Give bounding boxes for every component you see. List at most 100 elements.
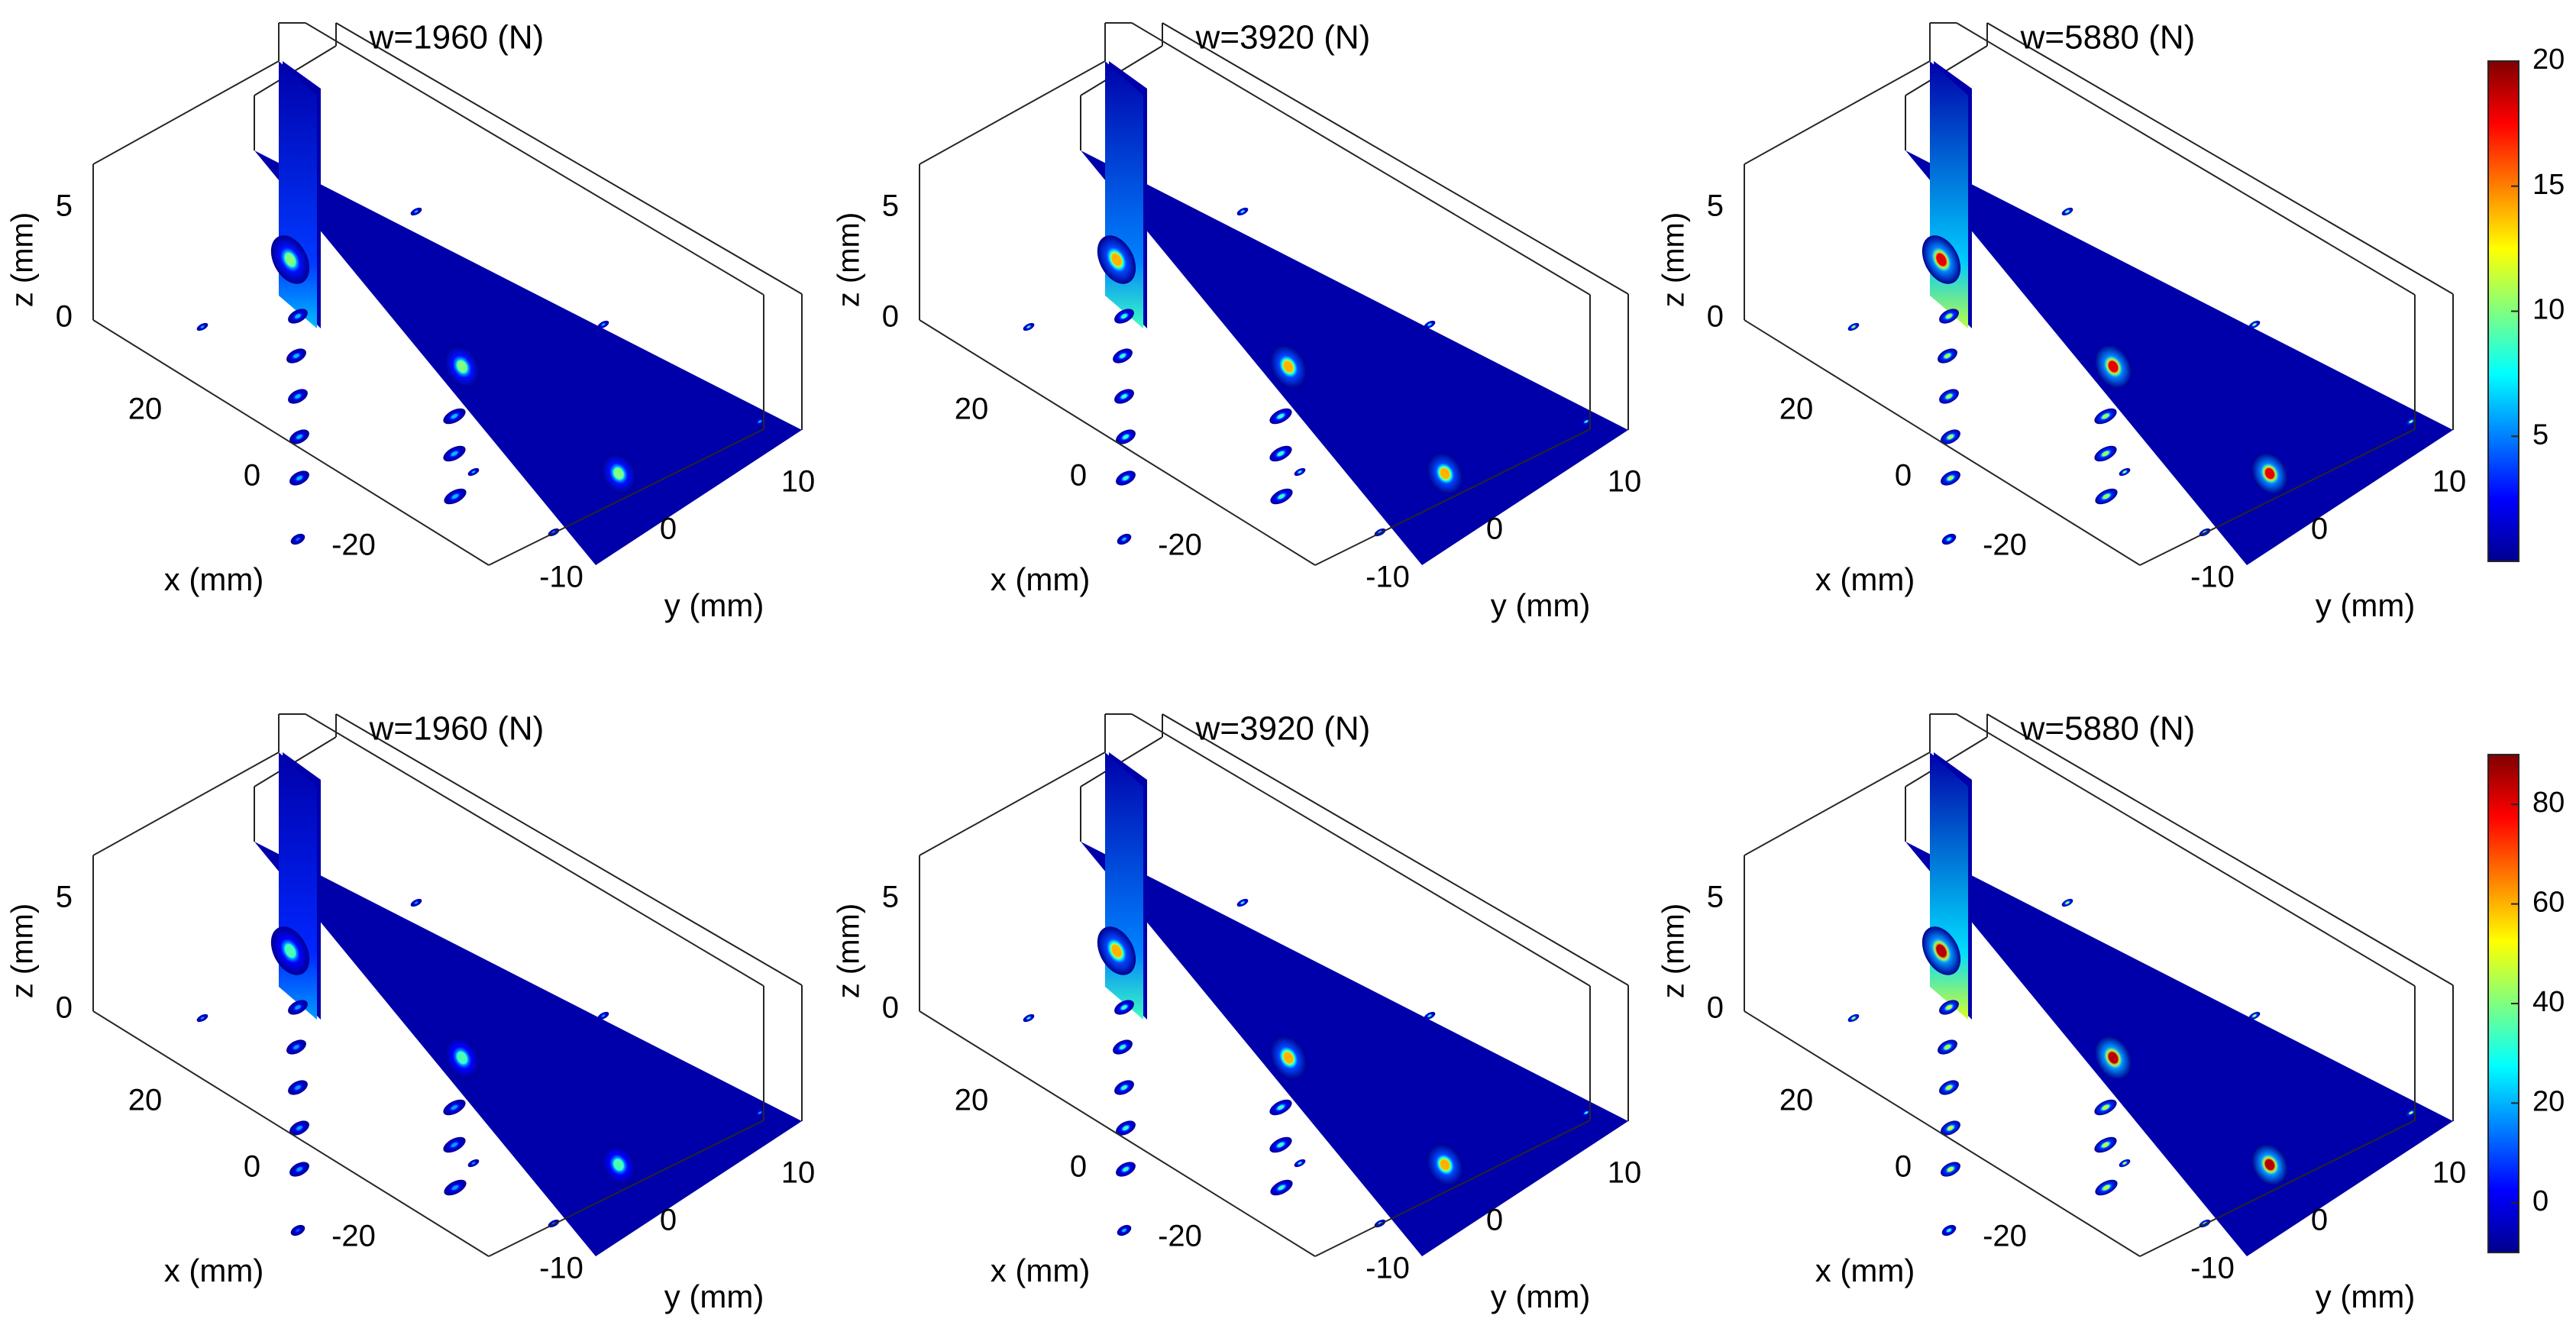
y-axis-label: y (mm) [2316, 587, 2416, 623]
z-tick: 5 [56, 189, 73, 223]
x-tick: 20 [955, 393, 989, 426]
x-axis-label: x (mm) [991, 1253, 1091, 1288]
y-tick: 0 [2311, 1204, 2328, 1237]
stress-spot [1939, 389, 1959, 404]
axis-box-edge [919, 752, 1106, 856]
stress-spot [1941, 1224, 1957, 1236]
edge-spot [2405, 1108, 2417, 1117]
axis-box-edge [1986, 22, 2454, 295]
stress-spot [1114, 1000, 1134, 1015]
colorbar-tick-label: 60 [2532, 887, 2565, 919]
panel-6: 5 0 z (mm) 20 0 -20 x (mm) -10 0 10 y (mm) w=5880 (… [1657, 710, 2467, 1314]
panel-title: w=5880 (N) [2020, 19, 2196, 57]
stress-peak [1270, 1036, 1307, 1080]
y-axis [488, 428, 764, 566]
z-axis-label: z (mm) [6, 212, 40, 307]
edge-spot [1847, 322, 1860, 331]
x-tick: 20 [955, 1084, 989, 1117]
axis-box-edge [1162, 22, 1629, 295]
y-axis-label: y (mm) [664, 1278, 764, 1314]
edge-spot [1424, 320, 1436, 329]
x-tick: 0 [244, 1150, 260, 1184]
axis-box-edge [92, 60, 280, 165]
edge-spot [410, 207, 422, 216]
y-tick: -10 [1366, 1252, 1410, 1285]
axis-box-edge [1744, 752, 1931, 856]
stress-spot [443, 1136, 466, 1153]
stress-spot [288, 389, 308, 404]
x-tick: -20 [1983, 1220, 2027, 1253]
y-tick: -10 [539, 1252, 583, 1285]
z-axis-label: z (mm) [6, 903, 40, 998]
edge-spot [1294, 1159, 1306, 1168]
stress-spot [2094, 1136, 2117, 1153]
edge-spot [754, 1108, 766, 1117]
stress-peak [1270, 344, 1307, 389]
y-tick: 0 [660, 1204, 677, 1237]
edge-spot [410, 898, 422, 907]
stress-spot [1938, 1039, 1957, 1055]
stress-peak [600, 453, 637, 494]
stress-peak [2095, 344, 2132, 389]
axis-box-edge [305, 22, 764, 296]
edge-spot [754, 417, 766, 426]
stress-spot [2095, 1179, 2118, 1196]
stress-peak [1427, 453, 1463, 494]
axis-box-edge [1956, 713, 2416, 987]
x-axis-label: x (mm) [164, 561, 264, 597]
x-tick: 0 [1070, 459, 1087, 493]
y-axis-label: y (mm) [1491, 1278, 1591, 1314]
stress-spot [286, 348, 306, 364]
z-axis-label: z (mm) [832, 903, 866, 998]
stress-spot [2095, 488, 2118, 505]
axis-box-edge [305, 713, 764, 987]
y-axis [1314, 1120, 1591, 1257]
x-tick: 20 [128, 1084, 163, 1117]
x-axis [919, 319, 1316, 566]
edge-spot [2061, 898, 2073, 907]
y-tick: -10 [1366, 561, 1410, 594]
stress-spot [1114, 309, 1134, 324]
x-tick: 20 [1779, 393, 1814, 426]
stress-spot [1939, 309, 1959, 324]
x-tick: -20 [331, 1220, 376, 1253]
z-tick: 5 [1707, 189, 1724, 223]
x-axis [92, 319, 490, 566]
x-axis [919, 1010, 1316, 1257]
stress-peak [1097, 926, 1136, 975]
y-axis [2139, 1120, 2416, 1257]
stress-spot [2094, 445, 2117, 462]
stress-spot [1941, 533, 1957, 545]
stress-spot [1941, 429, 1960, 444]
z-tick: 5 [882, 189, 899, 223]
z-axis-label: z (mm) [832, 212, 866, 307]
y-tick: -10 [2190, 561, 2235, 594]
edge-spot [2119, 1159, 2131, 1168]
panel-5: 5 0 z (mm) 20 0 -20 x (mm) -10 0 10 y (mm) w=3920 (… [832, 710, 1642, 1314]
y-axis [2139, 428, 2416, 566]
z-tick: 0 [1707, 300, 1724, 334]
z-tick: 5 [1707, 881, 1724, 914]
floor-section [1905, 150, 2453, 565]
stress-spot [1117, 533, 1132, 545]
stress-spot [444, 488, 467, 505]
stress-peak [2095, 1036, 2132, 1080]
x-axis-label: x (mm) [1815, 1253, 1915, 1288]
axis-box-edge [1131, 22, 1591, 296]
axis-box-edge [919, 60, 1106, 165]
colorbar-2: 0 20 40 60 80 [2487, 754, 2565, 1253]
stress-spot [290, 1224, 305, 1236]
y-tick: 0 [1486, 512, 1503, 546]
edge-spot [597, 1011, 609, 1020]
stress-spot [288, 309, 308, 324]
stress-spot [288, 1000, 308, 1015]
y-axis-label: y (mm) [2316, 1278, 2416, 1314]
z-tick: 0 [1707, 991, 1724, 1025]
section-plane [1105, 752, 1143, 1020]
stress-spot [1116, 1162, 1136, 1177]
stress-peak [600, 1144, 637, 1185]
x-tick: -20 [1158, 529, 1202, 562]
axis-box-edge [92, 752, 280, 856]
y-axis-label: y (mm) [664, 587, 764, 623]
